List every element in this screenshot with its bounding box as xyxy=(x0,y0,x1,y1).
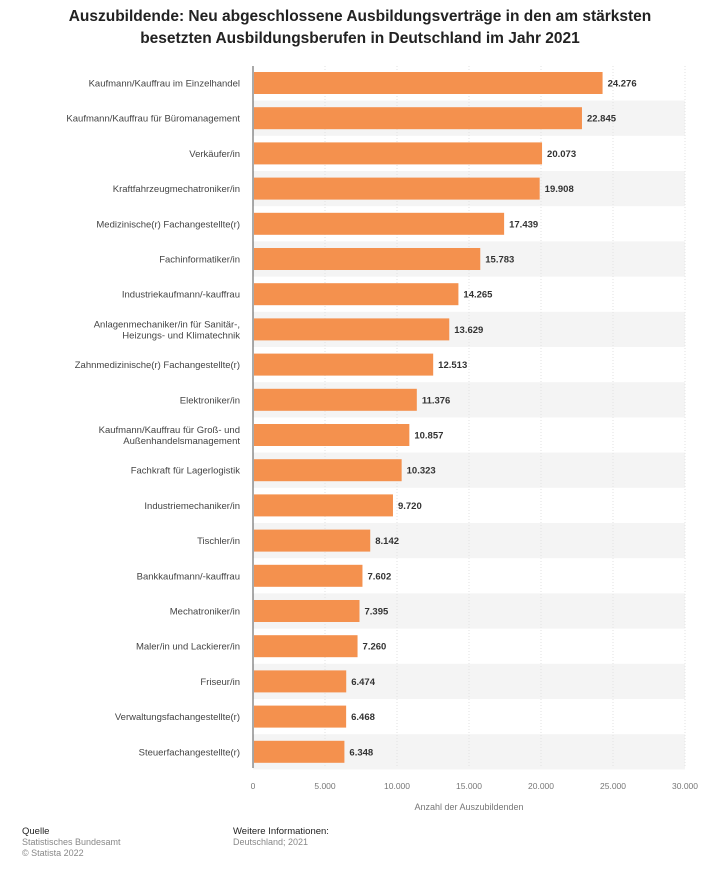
info-line-1: Deutschland; 2021 xyxy=(233,837,309,847)
bar-value-label: 9.720 xyxy=(398,501,422,512)
bar-value-label: 12.513 xyxy=(438,360,467,371)
x-tick-label: 0 xyxy=(251,781,256,791)
bar xyxy=(254,494,393,517)
bar-value-label: 7.260 xyxy=(363,642,387,653)
category-label: Steuerfachangestellte(r) xyxy=(139,747,240,758)
category-label: Bankkaufmann/-kauffrau xyxy=(137,571,240,582)
category-label: Mechatroniker/in xyxy=(170,607,240,618)
source-line-2: © Statista 2022 xyxy=(22,848,84,858)
category-label: Kraftfahrzeugmechatroniker/in xyxy=(113,184,240,195)
bar xyxy=(254,353,434,376)
bar-value-label: 10.857 xyxy=(414,431,443,442)
bar xyxy=(254,72,603,94)
info-heading: Weitere Informationen: xyxy=(233,826,329,837)
x-tick-label: 20.000 xyxy=(528,781,554,791)
category-label: Zahnmedizinische(r) Fachangestellte(r) xyxy=(75,360,240,371)
bar-value-label: 8.142 xyxy=(375,536,399,547)
x-tick-label: 5.000 xyxy=(314,781,336,791)
bar-value-label: 17.439 xyxy=(509,219,538,230)
category-label: Medizinische(r) Fachangestellte(r) xyxy=(96,219,240,230)
category-label: Anlagenmechaniker/in für Sanitär-, xyxy=(94,319,240,330)
bar xyxy=(254,212,505,235)
category-label: Verwaltungsfachangestellte(r) xyxy=(115,712,240,723)
category-label: Kaufmann/Kauffrau für Büromanagement xyxy=(66,114,240,125)
bar-value-label: 6.348 xyxy=(349,747,373,758)
bar xyxy=(254,564,363,587)
info-block: Weitere Informationen: Deutschland; 2021 xyxy=(233,826,329,848)
category-label: Fachinformatiker/in xyxy=(159,255,240,266)
x-tick-label: 25.000 xyxy=(600,781,626,791)
chart-title-line-2: besetzten Ausbildungsberufen in Deutschl… xyxy=(140,30,580,47)
bar-value-label: 24.276 xyxy=(608,79,637,90)
bar-value-label: 11.376 xyxy=(422,395,451,406)
bar xyxy=(254,142,543,165)
category-label: Industriekaufmann/-kauffrau xyxy=(122,290,240,301)
bar xyxy=(254,459,402,482)
category-label: Kaufmann/Kauffrau im Einzelhandel xyxy=(89,79,240,90)
bar-value-label: 13.629 xyxy=(454,325,483,336)
category-label: Verkäufer/in xyxy=(189,149,240,160)
category-label: Heizungs- und Klimatechnik xyxy=(122,330,240,341)
source-heading: Quelle xyxy=(22,826,50,837)
bar-value-label: 14.265 xyxy=(463,290,493,301)
bar-value-label: 19.908 xyxy=(545,184,574,195)
chart-title: Auszubildende: Neu abgeschlossene Ausbil… xyxy=(20,6,700,50)
bar xyxy=(254,388,417,411)
x-tick-label: 30.000 xyxy=(672,781,698,791)
bar-value-label: 7.395 xyxy=(364,607,388,618)
bar xyxy=(254,740,345,763)
bar-value-label: 10.323 xyxy=(407,466,436,477)
bar xyxy=(254,705,347,728)
bar xyxy=(254,635,358,658)
category-label: Tischler/in xyxy=(197,536,240,547)
category-label: Industriemechaniker/in xyxy=(144,501,240,512)
bar xyxy=(254,600,360,622)
category-label: Elektroniker/in xyxy=(180,395,240,406)
x-tick-label: 15.000 xyxy=(456,781,482,791)
category-label: Außenhandelsmanagement xyxy=(123,436,240,447)
bar-value-label: 7.602 xyxy=(367,571,391,582)
bar-value-label: 15.783 xyxy=(485,255,514,266)
category-label: Maler/in und Lackierer/in xyxy=(136,642,240,653)
bar xyxy=(254,177,540,200)
bar-value-label: 6.474 xyxy=(351,677,375,688)
bar-value-label: 6.468 xyxy=(351,712,375,723)
bar xyxy=(254,107,582,130)
x-tick-label: 10.000 xyxy=(384,781,410,791)
source-block: Quelle Statistisches Bundesamt © Statist… xyxy=(22,826,121,859)
bar xyxy=(254,529,371,552)
bar xyxy=(254,318,450,341)
source-line-1: Statistisches Bundesamt xyxy=(22,837,121,847)
bar-value-label: 20.073 xyxy=(547,149,576,160)
bar xyxy=(254,248,481,270)
bar xyxy=(254,424,410,446)
bar xyxy=(254,670,347,693)
chart-title-line-1: Auszubildende: Neu abgeschlossene Ausbil… xyxy=(68,8,652,25)
bar-value-label: 22.845 xyxy=(587,114,617,125)
bar xyxy=(254,283,459,306)
category-label: Fachkraft für Lagerlogistik xyxy=(131,466,241,477)
category-label: Friseur/in xyxy=(200,677,240,688)
category-label: Kaufmann/Kauffrau für Groß- und xyxy=(99,425,240,436)
x-axis-title: Anzahl der Auszubildenden xyxy=(414,802,523,812)
